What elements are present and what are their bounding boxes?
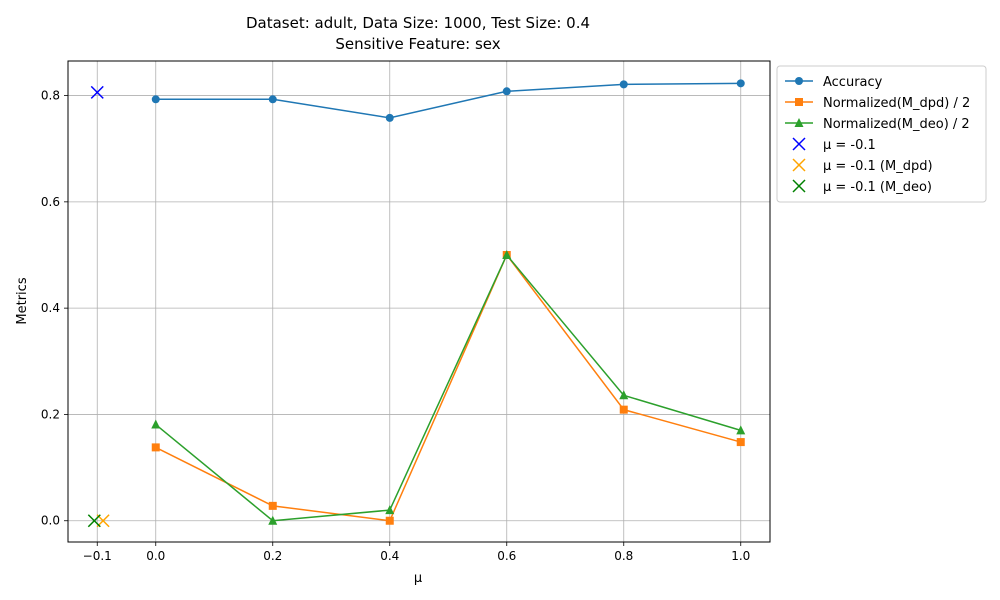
series-2-point: [385, 505, 395, 515]
chart-subtitle: Sensitive Feature: sex: [335, 35, 500, 53]
series-1-point: [151, 443, 160, 452]
legend-marker: [794, 118, 804, 127]
legend-marker: [795, 77, 803, 85]
plot-frame: [67, 60, 771, 543]
legend-label: μ = -0.1 (M_deo): [823, 180, 932, 195]
series-2-point: [736, 425, 746, 435]
chart-title: Dataset: adult, Data Size: 1000, Test Si…: [246, 14, 590, 32]
x-tick-label: 0.6: [497, 549, 516, 563]
x-tick-label: 0.0: [146, 549, 165, 563]
legend-item: Normalized(M_dpd) / 2: [785, 96, 970, 111]
x-tick-label: −0.1: [83, 549, 112, 563]
series-0-point: [502, 87, 511, 96]
legend-item: μ = -0.1 (M_deo): [792, 179, 932, 195]
series-1-point: [385, 516, 394, 525]
legend: Accuracy Normalized(M_dpd) / 2 Normalized(…: [776, 65, 987, 203]
legend-label: Normalized(M_deo) / 2: [823, 117, 970, 132]
y-tick-label: 0.6: [41, 195, 60, 209]
legend-item: μ = -0.1 (M_dpd): [792, 158, 933, 174]
x-tick-label: 0.2: [263, 549, 282, 563]
y-tick-label: 0.0: [41, 514, 60, 528]
ticks: −0.1 0.0 0.2 0.4 0.6 0.8 1.0 0.0 0.2 0.4 0.6 0.8: [41, 89, 750, 563]
series-2-point: [268, 515, 278, 525]
series-2-point: [151, 419, 161, 429]
legend-marker: [792, 137, 806, 151]
series-line-0: [155, 82, 741, 119]
series-1-point: [268, 501, 277, 510]
series-0-point: [151, 95, 160, 104]
legend-label: μ = -0.1: [823, 138, 876, 153]
legend-item: μ = -0.1: [792, 137, 876, 153]
series-0-point: [736, 79, 745, 88]
series-1-point: [619, 405, 628, 414]
legend-label: μ = -0.1 (M_dpd): [823, 159, 933, 174]
series-0-point: [385, 113, 394, 122]
legend-label: Normalized(M_dpd) / 2: [823, 96, 970, 111]
y-tick-label: 0.4: [41, 301, 60, 315]
legend-label: Accuracy: [823, 75, 883, 90]
series-1-point: [736, 438, 745, 447]
series-0-point: [619, 80, 628, 89]
x-tick-label: 1.0: [731, 549, 750, 563]
series-line-2: [155, 253, 741, 522]
y-tick-label: 0.2: [41, 407, 60, 421]
grid: [68, 61, 770, 542]
legend-item: Accuracy: [785, 75, 883, 90]
series-line-1: [155, 253, 741, 522]
legend-marker: [792, 158, 806, 172]
y-tick-label: 0.8: [41, 89, 60, 103]
series-layer: [87, 79, 746, 528]
legend-box: [776, 65, 987, 203]
series-2-point: [502, 249, 512, 259]
x-tick-label: 0.4: [380, 549, 399, 563]
x-axis-label: μ: [414, 571, 422, 586]
scatter-point-2: [87, 514, 101, 528]
series-0-point: [268, 95, 277, 104]
x-tick-label: 0.8: [614, 549, 633, 563]
scatter-point-0: [90, 85, 104, 99]
legend-item: Normalized(M_deo) / 2: [785, 117, 970, 132]
series-2-point: [619, 390, 629, 400]
legend-marker: [795, 98, 803, 106]
y-axis-label: Metrics: [15, 277, 30, 324]
legend-marker: [792, 179, 806, 193]
